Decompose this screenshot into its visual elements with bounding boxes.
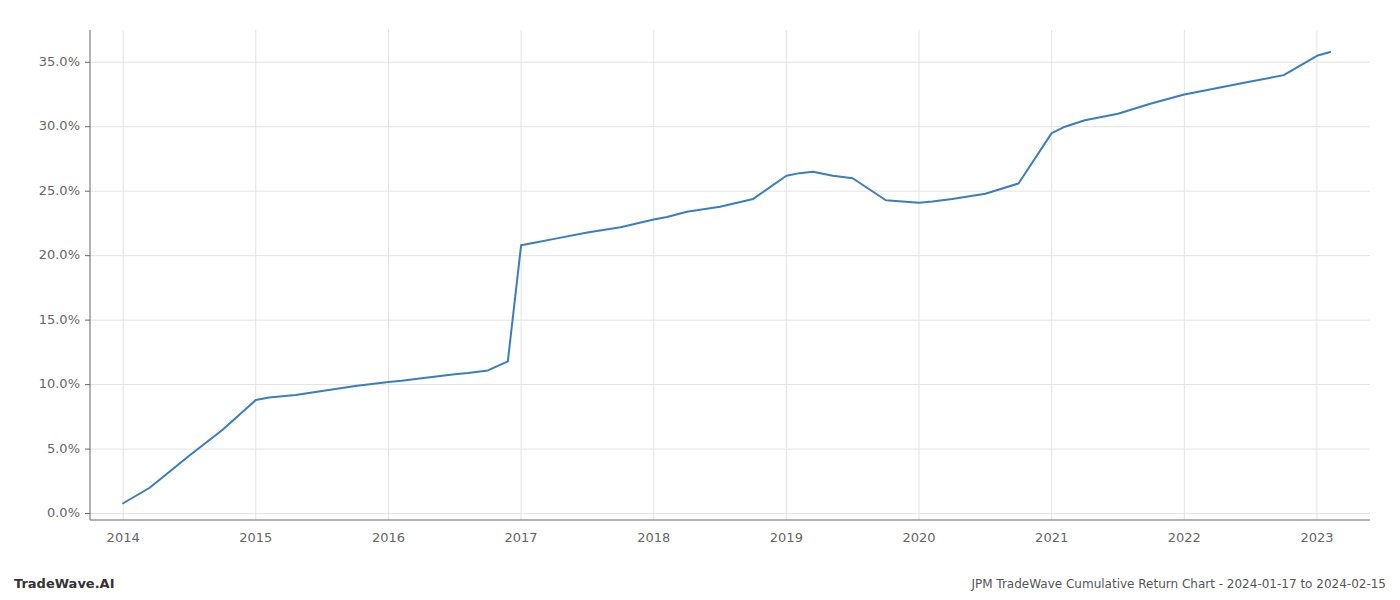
title: JPM TradeWave Cumulative Return Chart - … bbox=[970, 577, 1386, 591]
x-grid-line bbox=[1316, 30, 1317, 520]
x-grid-line bbox=[521, 30, 522, 520]
y-tick-label: 0.0% bbox=[47, 505, 80, 520]
y-grid-line bbox=[90, 126, 1370, 127]
y-grid-line bbox=[90, 384, 1370, 385]
y-grid-line bbox=[90, 62, 1370, 63]
chart: 0.0% 5.0% 10.0% 15.0% 20.0% 25.0% 30.0% 35.0% 20… bbox=[0, 0, 1400, 600]
y-tick-label: 10.0% bbox=[39, 376, 80, 391]
x-grid-line bbox=[786, 30, 787, 520]
y-tick-label: 20.0% bbox=[39, 247, 80, 262]
x-grid-line bbox=[653, 30, 654, 520]
y-tick bbox=[85, 255, 90, 256]
y-axis-line bbox=[90, 30, 91, 520]
x-grid-line bbox=[123, 30, 124, 520]
x-grid-line bbox=[388, 30, 389, 520]
y-tick-label: 5.0% bbox=[47, 441, 80, 456]
x-tick-label: 2023 bbox=[1300, 530, 1333, 545]
x-grid-line bbox=[1184, 30, 1185, 520]
line bbox=[123, 52, 1330, 503]
x-tick-label: 2020 bbox=[902, 530, 935, 545]
x-tick-label: 2018 bbox=[637, 530, 670, 545]
y-grid-line bbox=[90, 191, 1370, 192]
plot-area bbox=[123, 52, 1330, 503]
y-tick bbox=[85, 191, 90, 192]
y-tick bbox=[85, 320, 90, 321]
y-grid-line bbox=[90, 449, 1370, 450]
x-tick-label: 2014 bbox=[107, 530, 140, 545]
x-tick-label: 2016 bbox=[372, 530, 405, 545]
y-tick-label: 25.0% bbox=[39, 183, 80, 198]
x-tick-label: 2021 bbox=[1035, 530, 1068, 545]
grid bbox=[90, 30, 1370, 520]
y-tick bbox=[85, 62, 90, 63]
x-tick-label: 2017 bbox=[505, 530, 538, 545]
watermark: TradeWave.AI bbox=[14, 576, 115, 591]
x-grid-line bbox=[255, 30, 256, 520]
x-grid-line bbox=[919, 30, 920, 520]
y-tick bbox=[85, 449, 90, 450]
x-tick-label: 2015 bbox=[239, 530, 272, 545]
y-grid-line bbox=[90, 320, 1370, 321]
x-grid-line bbox=[1051, 30, 1052, 520]
y-tick-label: 30.0% bbox=[39, 118, 80, 133]
x-tick-label: 2019 bbox=[770, 530, 803, 545]
y-tick bbox=[85, 513, 90, 514]
y-grid-line bbox=[90, 255, 1370, 256]
y-tick bbox=[85, 384, 90, 385]
y-tick-label: 35.0% bbox=[39, 54, 80, 69]
y-tick bbox=[85, 126, 90, 127]
x-axis-line bbox=[90, 520, 1370, 521]
y-grid-line bbox=[90, 513, 1370, 514]
y-tick-label: 15.0% bbox=[39, 312, 80, 327]
x-tick-label: 2022 bbox=[1168, 530, 1201, 545]
